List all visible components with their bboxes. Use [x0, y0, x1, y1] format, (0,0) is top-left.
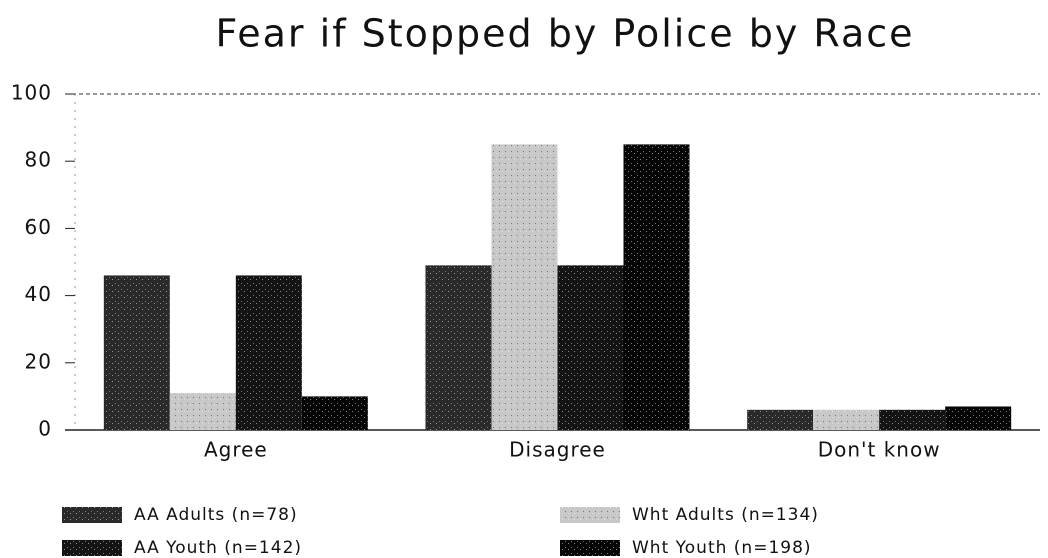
- bar-texture: [747, 409, 814, 430]
- y-tick-label: 40: [25, 282, 52, 306]
- y-tick-label: 80: [25, 148, 52, 172]
- y-tick-label: 100: [11, 81, 52, 105]
- legend-texture: [560, 540, 620, 556]
- bar-texture: [557, 265, 624, 430]
- x-tick-label: Don't know: [818, 438, 941, 462]
- legend-label: Wht Youth (n=198): [632, 538, 812, 558]
- x-tick-label: Disagree: [509, 438, 606, 462]
- y-tick-label: 20: [25, 349, 52, 373]
- bar-texture: [235, 275, 302, 430]
- legend-texture: [560, 507, 620, 523]
- bar-texture: [103, 275, 170, 430]
- bar-texture: [169, 393, 236, 430]
- y-tick-label: 0: [38, 417, 52, 441]
- bar-texture: [813, 409, 880, 430]
- bar-texture: [945, 406, 1012, 430]
- legend-label: Wht Adults (n=134): [632, 505, 819, 525]
- legend-label: AA Adults (n=78): [134, 505, 298, 525]
- bar-texture: [623, 144, 690, 430]
- legend-texture: [62, 507, 122, 523]
- bar-texture: [425, 265, 492, 430]
- chart-title: Fear if Stopped by Police by Race: [215, 12, 914, 56]
- legend-label: AA Youth (n=142): [134, 538, 302, 558]
- x-tick-label: Agree: [204, 438, 268, 462]
- legend-texture: [62, 540, 122, 556]
- y-tick-label: 60: [25, 215, 52, 239]
- bar-texture: [879, 409, 946, 430]
- bar-texture: [491, 144, 558, 430]
- bar-texture: [301, 396, 368, 430]
